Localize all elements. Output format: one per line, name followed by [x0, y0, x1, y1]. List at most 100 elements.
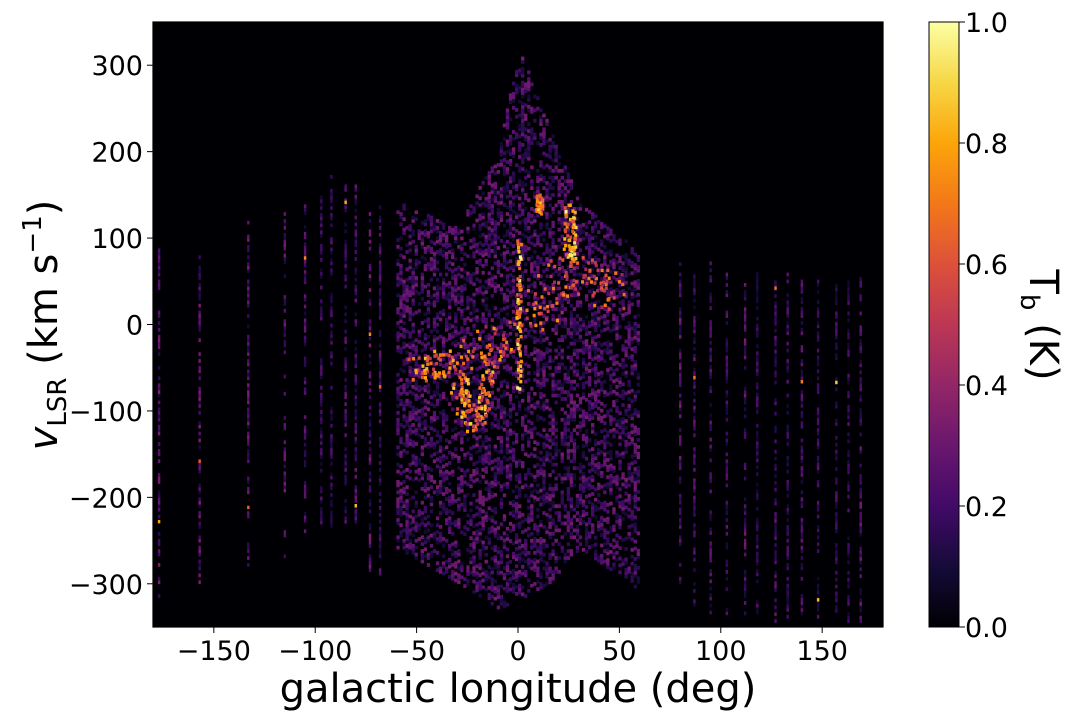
heatmap-cell: [545, 212, 549, 216]
heatmap-cell: [438, 220, 443, 225]
heatmap-cell: [411, 416, 415, 420]
heatmap-cell: [527, 561, 531, 566]
heatmap-cell: [408, 262, 412, 267]
heatmap-cell: [445, 569, 449, 574]
heatmap-cell: [542, 445, 546, 450]
heatmap-cell: [484, 535, 488, 540]
sightline-cell: [368, 502, 372, 507]
sightline-cell: [157, 414, 161, 419]
sightline-cell: [330, 257, 333, 262]
heatmap-cell: [609, 453, 613, 458]
heatmap-cell: [484, 449, 488, 453]
heatmap-cell: [487, 347, 491, 352]
heatmap-cell: [490, 518, 494, 523]
heatmap-cell: [536, 141, 540, 146]
sightline-cell: [344, 357, 347, 362]
heatmap-cell: [566, 286, 571, 291]
heatmap-cell: [539, 405, 543, 410]
heatmap-cell: [481, 409, 485, 413]
heatmap-cell: [572, 317, 577, 322]
heatmap-cell: [502, 417, 507, 422]
heatmap-cell: [591, 461, 595, 465]
heatmap-cell: [521, 101, 525, 106]
heatmap-cell: [591, 291, 595, 296]
heatmap-cell: [451, 272, 455, 277]
heatmap-cell: [612, 379, 616, 384]
heatmap-cell: [448, 471, 452, 476]
heatmap-cell: [600, 415, 604, 420]
sightline-cell: [378, 478, 382, 483]
sightline-cell: [330, 337, 333, 342]
heatmap-cell: [463, 480, 467, 485]
heatmap-cell: [539, 550, 543, 555]
heatmap-cell: [545, 526, 549, 531]
heatmap-cell: [548, 531, 552, 536]
sightline-cell: [330, 451, 333, 456]
heatmap-cell: [454, 419, 458, 424]
heatmap-cell: [508, 577, 513, 582]
heatmap-cell: [527, 550, 531, 555]
heatmap-cell: [560, 417, 564, 422]
sightline-cell: [693, 557, 696, 562]
sightline-cell: [368, 302, 372, 306]
sightline-cell: [198, 552, 201, 557]
heatmap-cell: [542, 469, 546, 474]
heatmap-cell: [487, 371, 491, 376]
heatmap-cell: [493, 544, 498, 549]
heatmap-cell: [578, 400, 583, 405]
heatmap-cell: [597, 306, 601, 311]
heatmap-cell: [633, 425, 637, 430]
sightline-cell: [354, 509, 357, 514]
heatmap-cell: [539, 554, 543, 559]
sightline-cell: [693, 602, 696, 607]
heatmap-cell: [505, 353, 510, 358]
heatmap-cell: [633, 467, 637, 471]
sightline-cell: [283, 274, 287, 279]
heatmap-cell: [597, 299, 601, 304]
heatmap-cell: [505, 229, 510, 234]
sightline-cell: [693, 284, 696, 289]
heatmap-cell: [533, 250, 537, 254]
heatmap-cell: [396, 262, 400, 267]
heatmap-cell: [460, 367, 464, 372]
heatmap-cell: [630, 496, 634, 500]
heatmap-cell: [481, 291, 485, 296]
heatmap-cell: [511, 292, 516, 297]
sightline-cell: [283, 530, 287, 534]
heatmap-cell: [572, 535, 577, 540]
sightline-cell: [679, 321, 682, 325]
heatmap-cell: [405, 530, 409, 534]
heatmap-cell: [484, 445, 488, 450]
heatmap-cell: [566, 521, 571, 526]
heatmap-cell: [475, 315, 479, 320]
heatmap-cell: [478, 521, 482, 526]
heatmap-cell: [508, 560, 513, 564]
heatmap-cell: [621, 392, 625, 397]
heatmap-cell: [466, 568, 470, 573]
heatmap-cell: [584, 539, 589, 544]
heatmap-cell: [484, 203, 488, 208]
heatmap-cell: [621, 517, 625, 521]
heatmap-cell: [557, 362, 561, 367]
heatmap-cell: [505, 582, 510, 586]
heatmap-cell: [530, 327, 534, 332]
sightline-cell: [693, 530, 696, 534]
heatmap-cell: [396, 258, 400, 263]
heatmap-cell: [530, 217, 534, 222]
heatmap-cell: [493, 230, 498, 235]
heatmap-cell: [569, 549, 574, 553]
heatmap-cell: [514, 536, 519, 541]
sightline-cell: [320, 299, 323, 304]
heatmap-cell: [621, 382, 625, 387]
sightline-cell: [330, 174, 333, 179]
sightline-cell: [378, 225, 382, 230]
heatmap-cell: [508, 580, 513, 585]
heatmap-cell: [545, 360, 549, 365]
sightline-cell: [368, 523, 372, 528]
heatmap-cell: [524, 234, 528, 239]
heatmap-cell: [627, 507, 631, 512]
heatmap-cell: [603, 224, 607, 228]
heatmap-cell: [518, 407, 522, 412]
heatmap-cell: [587, 355, 592, 359]
sightline-cell: [303, 442, 307, 447]
